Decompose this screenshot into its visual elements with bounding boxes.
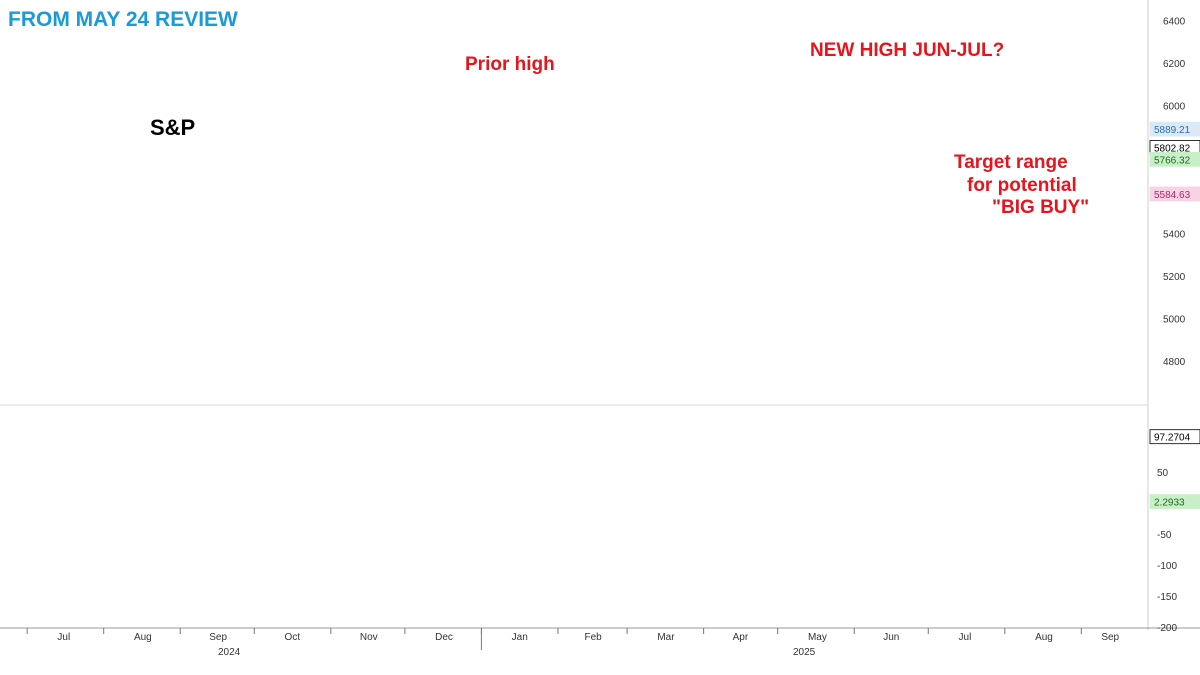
price-last-value: 5802.82 — [1154, 144, 1191, 155]
osc-last-value: 2.2933 — [1154, 498, 1185, 509]
year-label: 2025 — [793, 647, 816, 658]
symbol-label: S&P — [150, 115, 196, 140]
price-last-value: 5766.32 — [1154, 155, 1191, 166]
price-tick-label: 4800 — [1163, 357, 1186, 368]
osc-tick-label: -100 — [1157, 561, 1177, 572]
osc-last-value: 97.2704 — [1154, 433, 1191, 444]
price-last-tag — [1149, 121, 1200, 137]
price-last-tag — [1149, 186, 1200, 202]
x-tick-label: Aug — [134, 632, 152, 643]
x-tick-label: Apr — [733, 632, 749, 643]
price-tick-label: 5400 — [1163, 229, 1186, 240]
osc-tick-label: -150 — [1157, 592, 1177, 603]
year-label: 2024 — [218, 647, 241, 658]
x-tick-label: Oct — [285, 632, 301, 643]
x-tick-label: Jul — [57, 632, 70, 643]
price-last-tag — [1149, 151, 1200, 167]
x-tick-label: Mar — [657, 632, 675, 643]
x-tick-label: Jul — [959, 632, 972, 643]
new-high-label: NEW HIGH JUN-JUL? — [810, 40, 1005, 61]
price-tick-label: 5200 — [1163, 272, 1186, 283]
price-tick-label: 6400 — [1163, 16, 1186, 27]
target-range-line2: for potential — [967, 175, 1077, 196]
x-tick-label: Jun — [883, 632, 899, 643]
target-range-line1: Target range — [954, 152, 1068, 173]
osc-tick-label: -50 — [1157, 530, 1172, 541]
osc-last-tag — [1149, 494, 1200, 509]
chart-title: FROM MAY 24 REVIEW — [8, 8, 238, 31]
prior-high-label: Prior high — [465, 54, 555, 75]
price-last-value: 5889.21 — [1154, 125, 1191, 136]
x-tick-label: Aug — [1035, 632, 1053, 643]
osc-tick-label: -200 — [1157, 623, 1177, 634]
x-tick-label: Feb — [585, 632, 603, 643]
target-range-line3: "BIG BUY" — [992, 197, 1090, 218]
x-tick-label: Nov — [360, 632, 378, 643]
x-tick-label: Sep — [1101, 632, 1119, 643]
osc-last-tag — [1149, 429, 1200, 445]
x-tick-label: Jan — [512, 632, 528, 643]
price-last-value: 5584.63 — [1154, 190, 1191, 201]
price-tick-label: 6200 — [1163, 59, 1186, 70]
osc-tick-label: 50 — [1157, 468, 1169, 479]
price-tick-label: 6000 — [1163, 102, 1186, 113]
x-tick-label: May — [808, 632, 827, 643]
price-tick-label: 5000 — [1163, 314, 1186, 325]
x-tick-label: Sep — [209, 632, 227, 643]
x-tick-label: Dec — [435, 632, 453, 643]
